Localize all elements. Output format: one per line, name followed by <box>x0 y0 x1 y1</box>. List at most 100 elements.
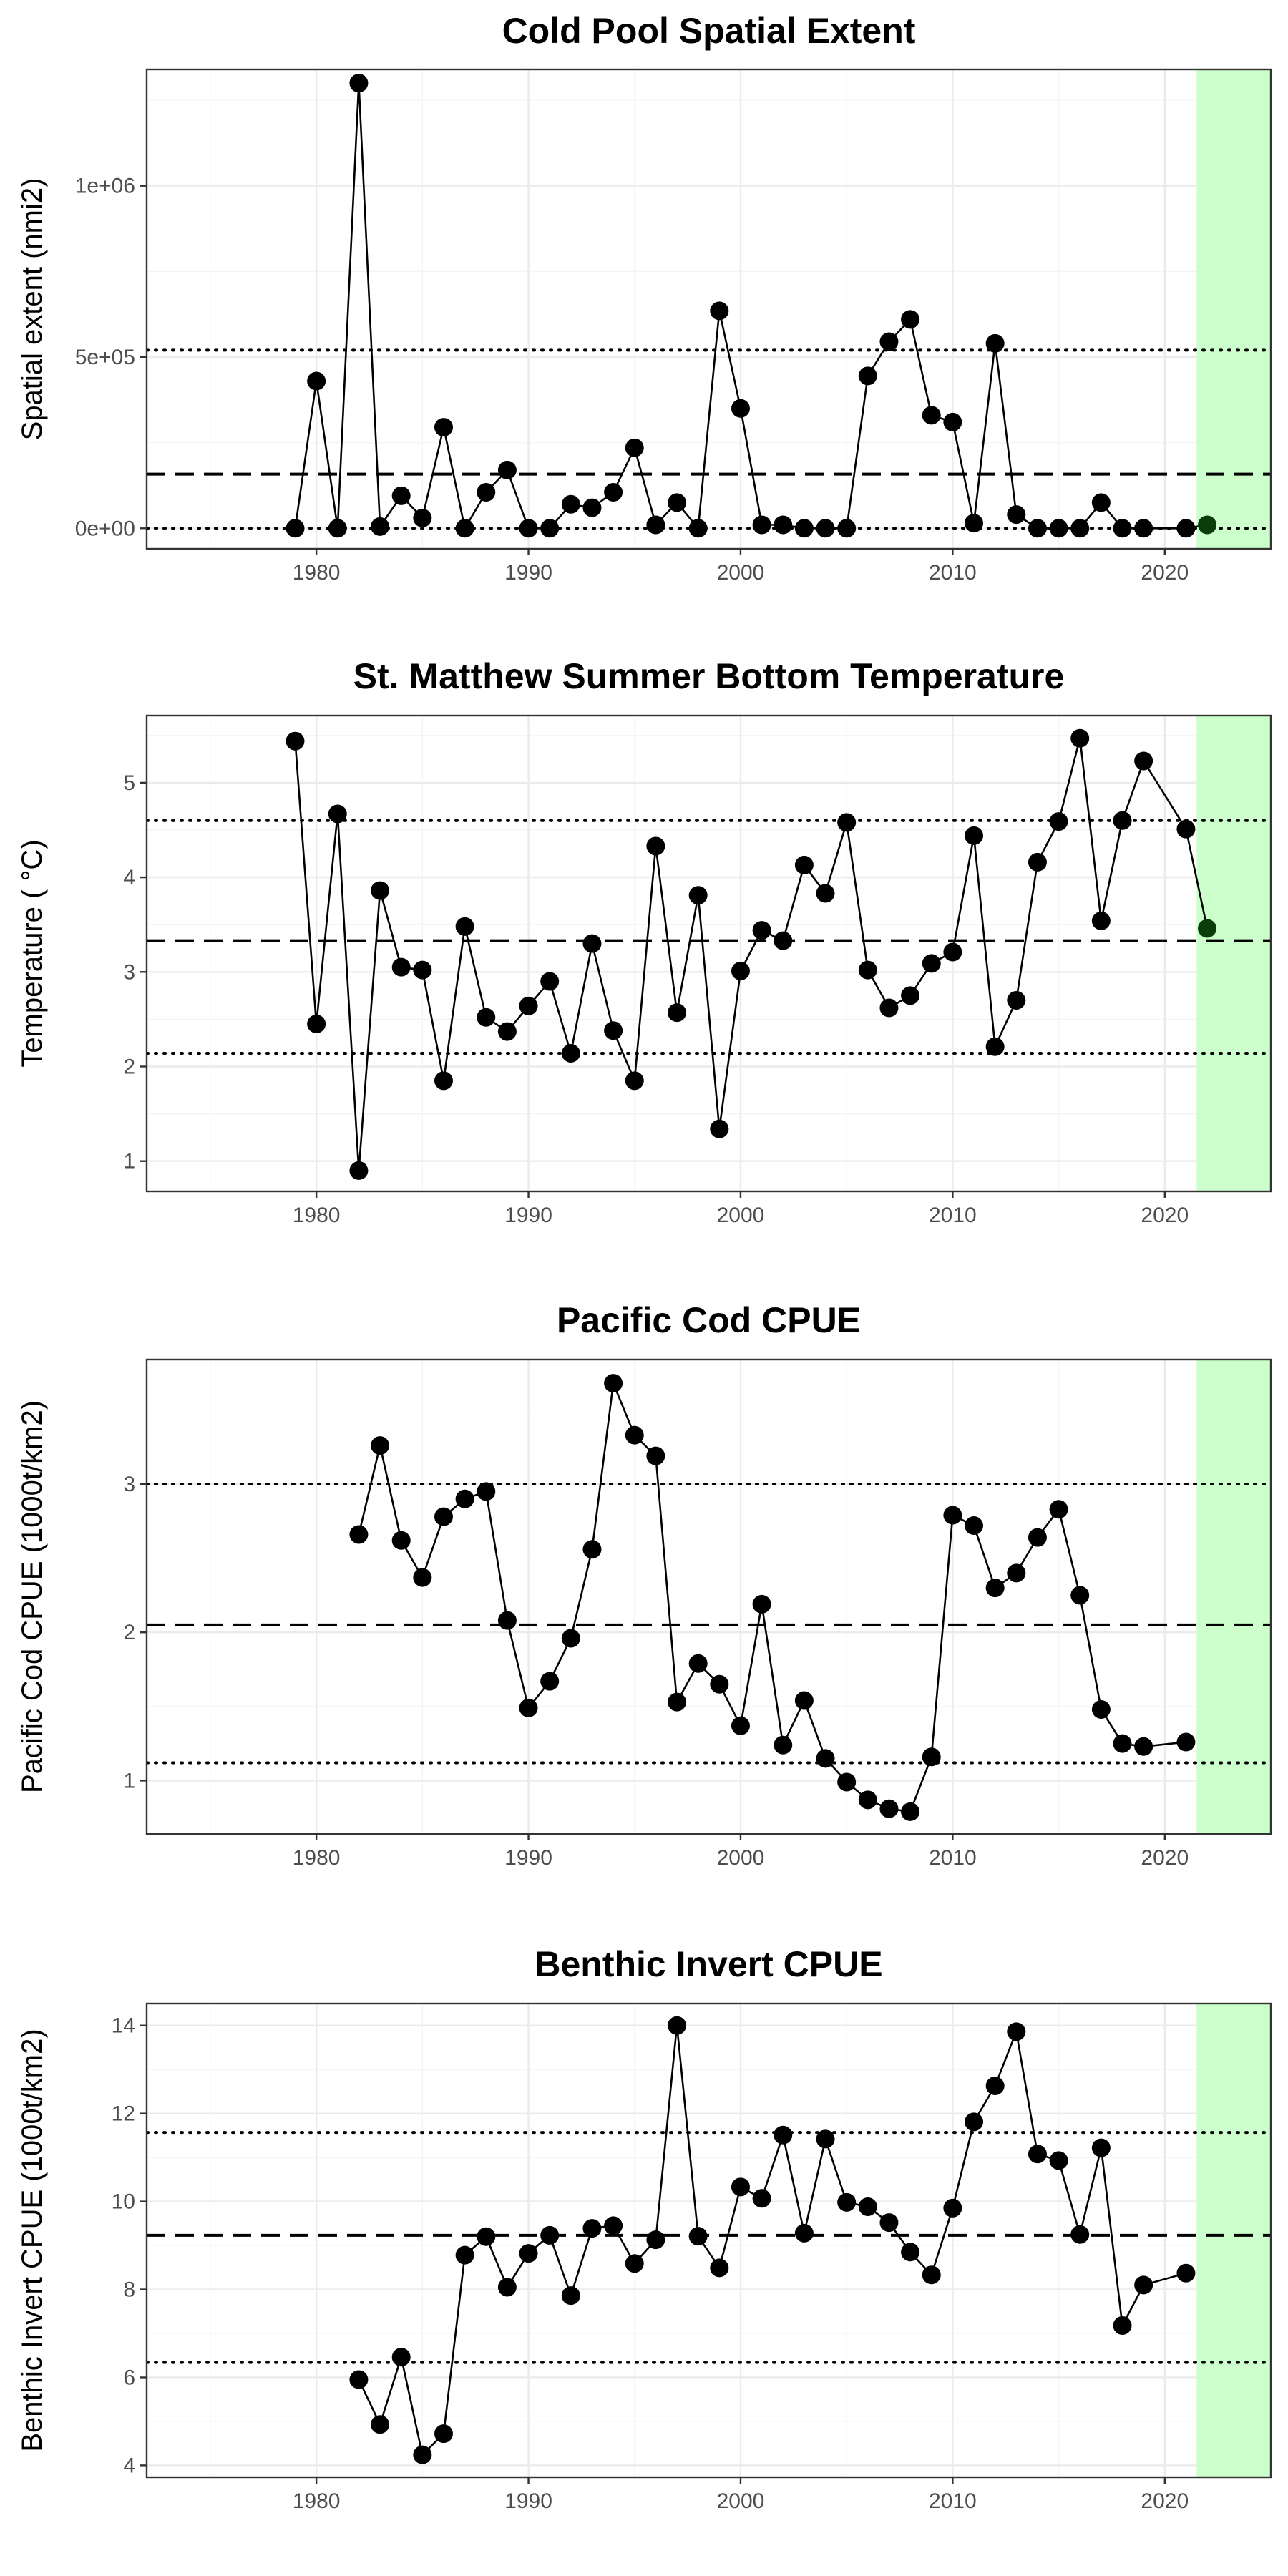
x-tick-label: 1980 <box>293 2489 341 2513</box>
y-tick-label: 6 <box>123 2366 135 2389</box>
data-point <box>604 2216 623 2235</box>
data-point <box>1113 1734 1132 1753</box>
data-point <box>965 826 984 845</box>
data-point <box>561 1043 580 1063</box>
data-point <box>985 1579 1005 1598</box>
chart-title: St. Matthew Summer Bottom Temperature <box>353 656 1065 696</box>
data-point <box>391 957 411 977</box>
x-tick-label: 2010 <box>929 2489 977 2513</box>
panel-border <box>145 68 1272 550</box>
data-point <box>455 519 474 538</box>
plot-area <box>147 716 1271 1191</box>
current-year-point <box>1198 515 1217 535</box>
data-point <box>519 996 538 1015</box>
data-point <box>1007 990 1026 1010</box>
panel-border <box>145 2002 1272 2479</box>
data-point <box>286 731 305 751</box>
y-tick-label: 12 <box>112 2102 135 2126</box>
data-point <box>477 2227 496 2246</box>
chart-panel-3: Pacific Cod CPUE 1980 1990 2000 2010 2020 1 2 3 P… <box>16 1300 1272 1870</box>
y-axis-label: Spatial extent (nmi2) <box>16 178 48 441</box>
data-point <box>604 1021 623 1040</box>
data-point <box>625 438 644 457</box>
data-point <box>794 519 814 538</box>
data-point <box>774 2125 793 2145</box>
data-point <box>879 1799 899 1818</box>
data-point <box>922 1747 941 1767</box>
data-point <box>901 310 920 329</box>
data-point <box>710 2258 729 2278</box>
x-tick-label: 1980 <box>293 1204 341 1227</box>
data-point <box>413 2445 432 2464</box>
data-point <box>604 1374 623 1393</box>
data-point <box>943 2198 962 2218</box>
data-point <box>943 1506 962 1525</box>
data-point <box>625 2254 644 2273</box>
data-point <box>477 1008 496 1027</box>
data-point <box>901 2243 920 2262</box>
data-point <box>1007 2022 1026 2041</box>
plot-area <box>147 1360 1271 1834</box>
chart-panel-1: Cold Pool Spatial Extent 1980 1990 2000 2010… <box>16 11 1272 585</box>
plot-area <box>147 2004 1271 2477</box>
data-point <box>1028 852 1047 872</box>
x-tick-label: 2020 <box>1141 2489 1189 2513</box>
data-point <box>688 2227 708 2246</box>
data-point <box>943 942 962 962</box>
x-tick-label: 1990 <box>504 1846 552 1870</box>
data-point <box>1176 1732 1196 1752</box>
x-tick-label: 2000 <box>717 561 765 585</box>
data-point <box>1007 1563 1026 1583</box>
data-point <box>965 2112 984 2132</box>
data-point <box>668 2016 687 2035</box>
data-point <box>625 1071 644 1091</box>
data-point <box>434 1507 453 1526</box>
data-point <box>688 1654 708 1673</box>
data-point <box>434 2424 453 2444</box>
data-point <box>497 1022 517 1041</box>
data-point <box>582 2219 602 2238</box>
data-point <box>668 493 687 512</box>
data-point <box>922 954 941 973</box>
data-point <box>455 2245 474 2265</box>
data-point <box>688 886 708 905</box>
data-point <box>879 998 899 1018</box>
data-point <box>731 399 750 418</box>
data-point <box>816 884 835 903</box>
x-tick-label: 2010 <box>929 1846 977 1870</box>
data-point <box>1070 728 1090 748</box>
data-point <box>1113 519 1132 538</box>
y-axis-label: Temperature ( °C) <box>16 839 48 1067</box>
data-point <box>1176 2263 1196 2283</box>
data-point <box>901 1802 920 1821</box>
data-point <box>519 2244 538 2263</box>
data-point <box>582 1540 602 1559</box>
data-point <box>774 931 793 950</box>
data-point <box>371 881 390 900</box>
data-point <box>1070 1586 1090 1605</box>
data-point <box>965 514 984 533</box>
data-point <box>752 921 771 940</box>
data-point <box>371 2415 390 2434</box>
data-point <box>774 515 793 535</box>
chart-title: Cold Pool Spatial Extent <box>502 11 916 51</box>
data-point <box>1091 493 1111 512</box>
data-point <box>519 1698 538 1717</box>
data-point <box>1134 751 1153 771</box>
data-point <box>582 934 602 953</box>
data-point <box>434 1071 453 1091</box>
data-point <box>1049 812 1068 831</box>
data-point <box>540 2225 560 2245</box>
data-point <box>646 2230 665 2250</box>
data-point <box>985 1037 1005 1056</box>
y-tick-label: 1 <box>123 1769 135 1792</box>
data-point <box>858 2197 877 2216</box>
data-point <box>774 1735 793 1755</box>
data-point <box>858 960 877 980</box>
data-point <box>1028 2145 1047 2164</box>
data-point <box>965 1516 984 1536</box>
data-point <box>879 2213 899 2233</box>
plot-area <box>147 69 1271 549</box>
x-tick-label: 2020 <box>1141 1204 1189 1227</box>
y-tick-label: 1e+06 <box>75 175 135 198</box>
